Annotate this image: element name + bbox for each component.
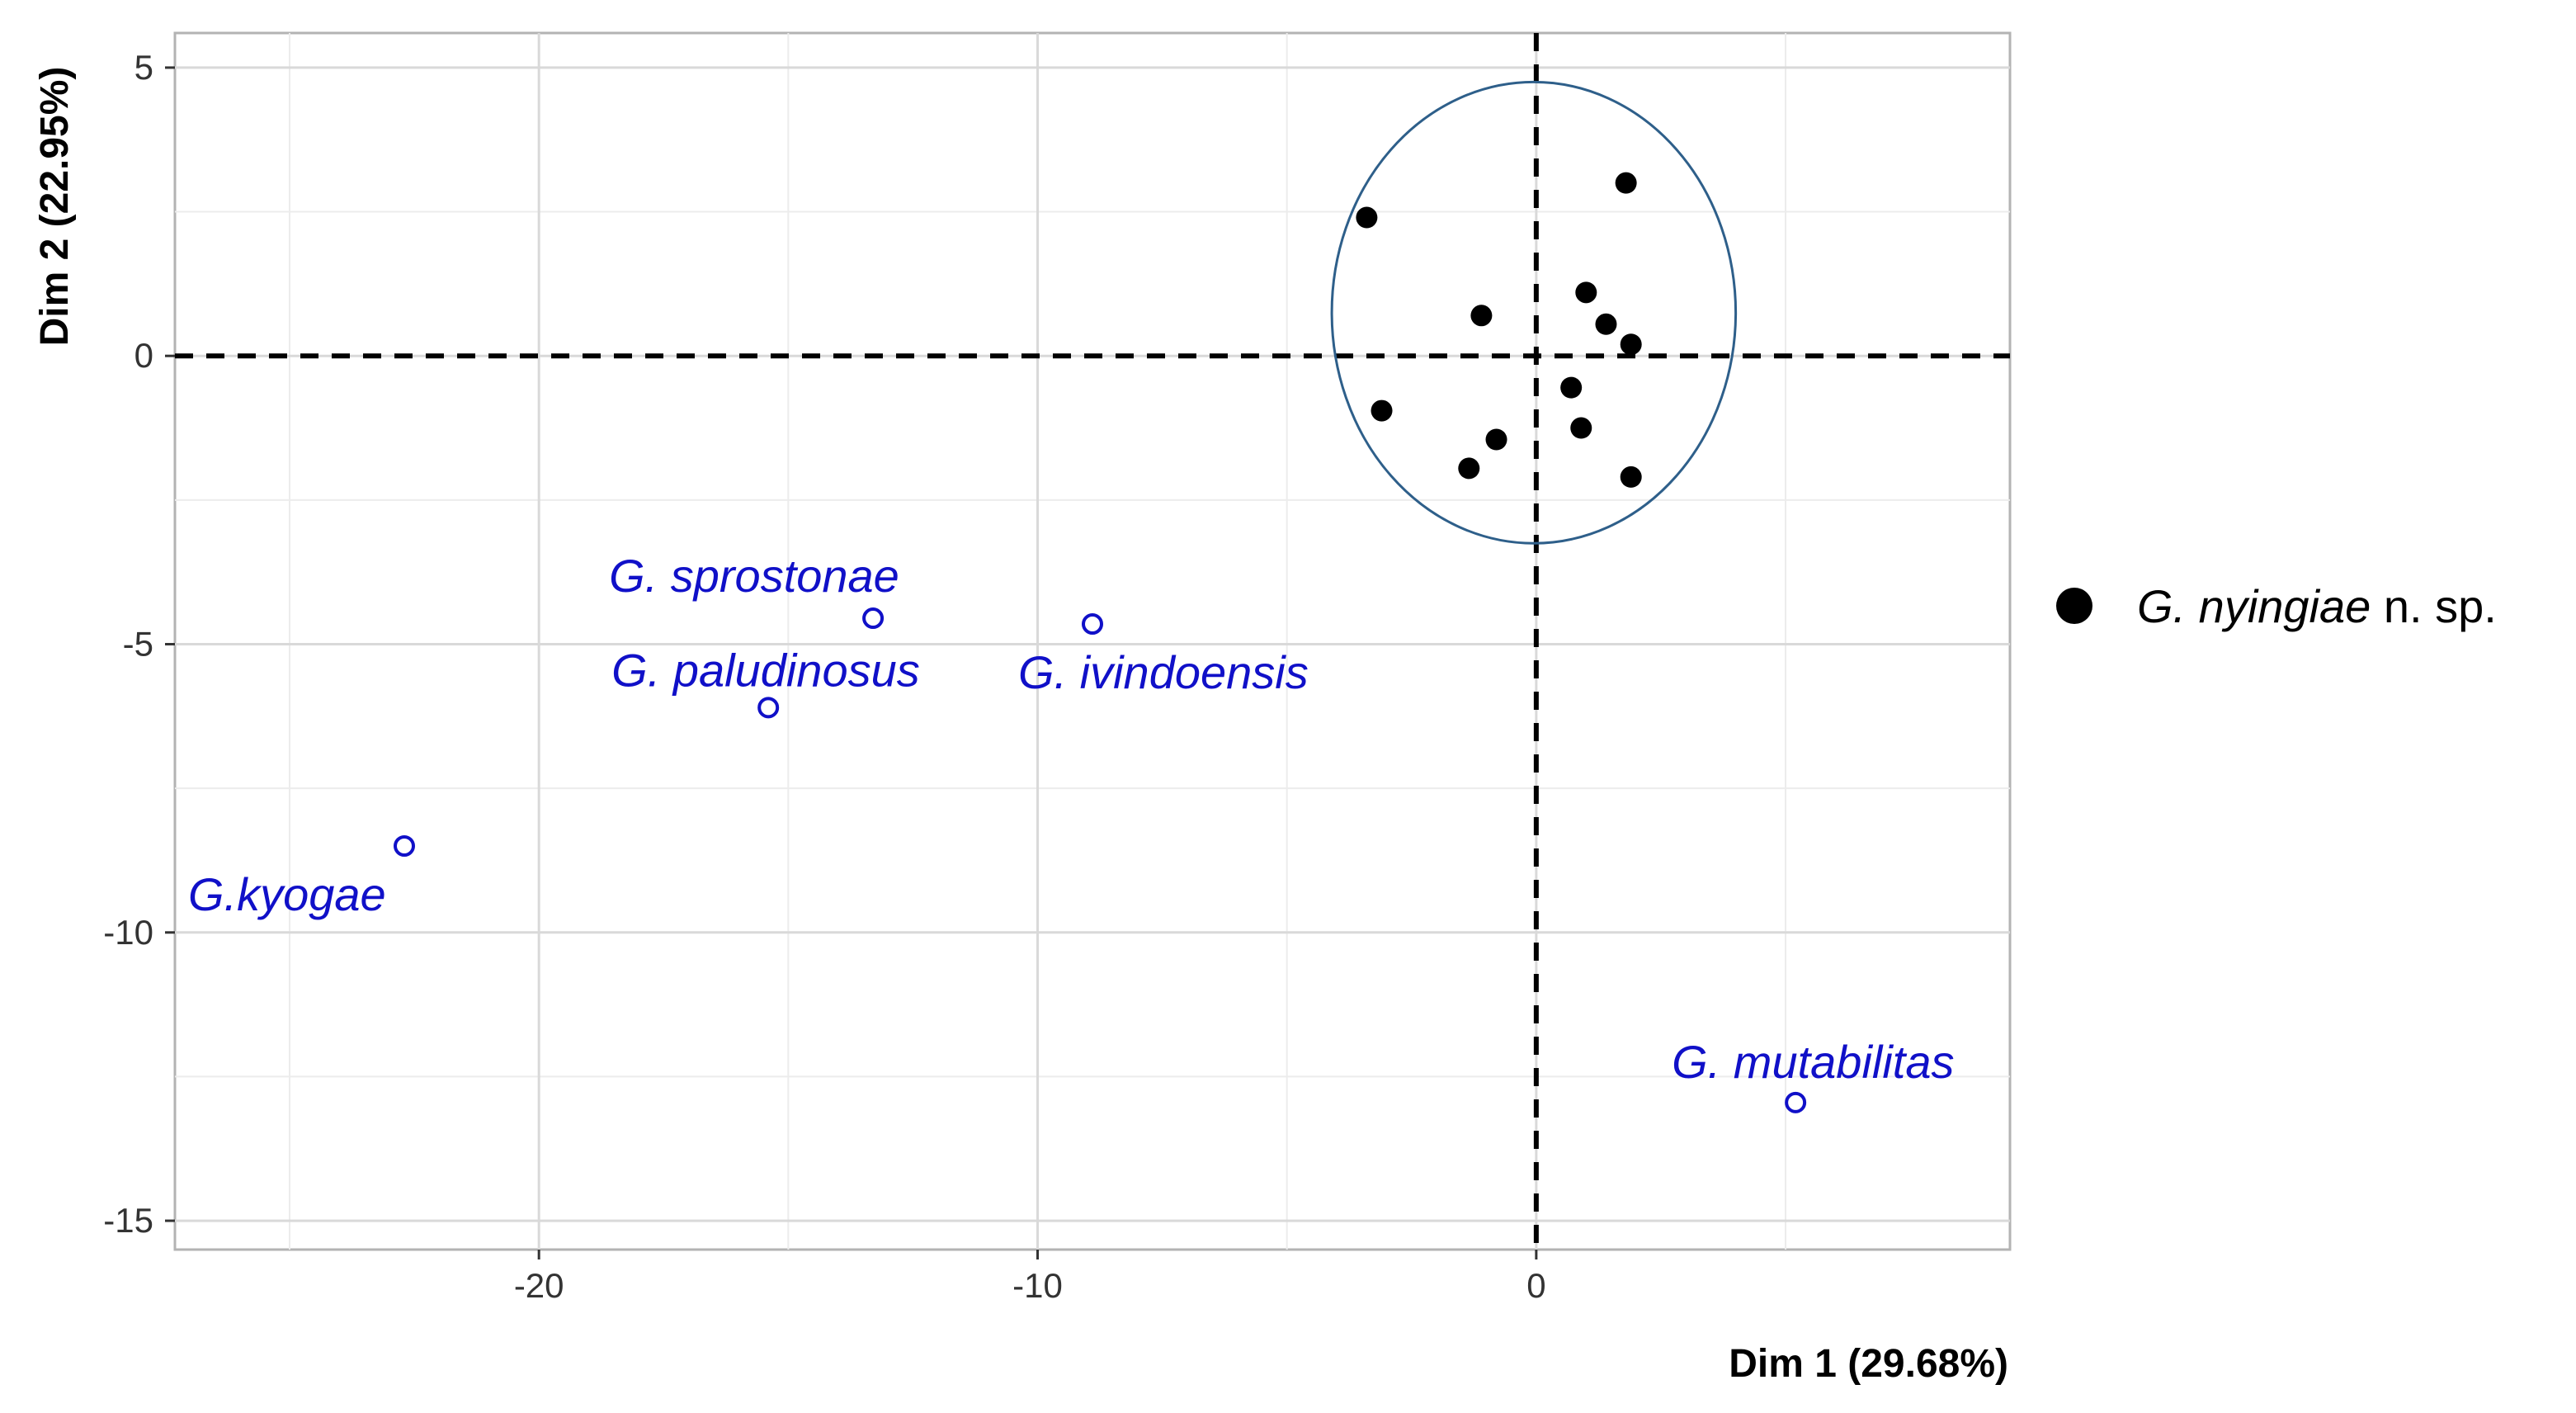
species-point bbox=[757, 697, 780, 719]
legend-marker bbox=[2056, 588, 2092, 624]
legend-suffix: n. sp. bbox=[2371, 580, 2497, 632]
y-axis-ticks: 5 0 -5 -10 -15 bbox=[103, 48, 175, 1240]
nyingiae-point bbox=[1485, 428, 1507, 451]
reference-lines bbox=[175, 33, 2010, 1250]
legend-label: G. nyingiae n. sp. bbox=[2137, 580, 2497, 632]
species-label: G. sprostonae bbox=[609, 550, 899, 602]
x-axis-title: Dim 1 (29.68%) bbox=[1729, 1342, 2008, 1386]
x-tick-label: 0 bbox=[1526, 1266, 1545, 1305]
y-tick-label: 0 bbox=[134, 336, 153, 375]
x-tick-label: -10 bbox=[1012, 1266, 1063, 1305]
species-label: G. mutabilitas bbox=[1672, 1036, 1954, 1088]
nyingiae-point bbox=[1560, 376, 1583, 399]
species-point bbox=[1082, 613, 1103, 636]
y-tick-label: -15 bbox=[103, 1201, 153, 1240]
legend: G. nyingiae n. sp. bbox=[2056, 580, 2497, 632]
species-labels: G. sprostonae G. ivindoensis G. paludinosu… bbox=[188, 550, 1954, 1088]
species-point bbox=[394, 834, 415, 857]
species-label: G.kyogae bbox=[188, 868, 386, 920]
data-points bbox=[394, 172, 1807, 1113]
nyingiae-point bbox=[1575, 281, 1597, 304]
x-tick-label: -20 bbox=[514, 1266, 564, 1305]
species-label: G. ivindoensis bbox=[1018, 646, 1309, 698]
nyingiae-point bbox=[1620, 333, 1642, 356]
nyingiae-point bbox=[1570, 417, 1592, 439]
species-label: G. paludinosus bbox=[611, 644, 920, 696]
legend-species-name: G. nyingiae bbox=[2137, 580, 2371, 632]
nyingiae-point bbox=[1595, 313, 1617, 335]
major-gridlines bbox=[175, 33, 2010, 1250]
x-axis-ticks: -20 -10 0 bbox=[514, 1250, 1546, 1305]
nyingiae-point bbox=[1458, 457, 1480, 480]
minor-gridlines bbox=[175, 33, 2010, 1250]
species-point bbox=[862, 607, 885, 630]
nyingiae-point bbox=[1620, 465, 1642, 488]
y-axis-title: Dim 2 (22.95%) bbox=[33, 67, 77, 347]
species-point bbox=[1785, 1091, 1807, 1113]
y-tick-label: -10 bbox=[103, 913, 153, 952]
nyingiae-point bbox=[1371, 399, 1393, 422]
plot-background bbox=[173, 31, 2012, 1251]
confidence-ellipse bbox=[1330, 80, 1738, 545]
y-tick-label: 5 bbox=[134, 48, 153, 87]
nyingiae-point bbox=[1470, 305, 1493, 327]
y-tick-label: -5 bbox=[123, 624, 153, 663]
nyingiae-point bbox=[1356, 206, 1378, 229]
nyingiae-point bbox=[1615, 172, 1637, 194]
